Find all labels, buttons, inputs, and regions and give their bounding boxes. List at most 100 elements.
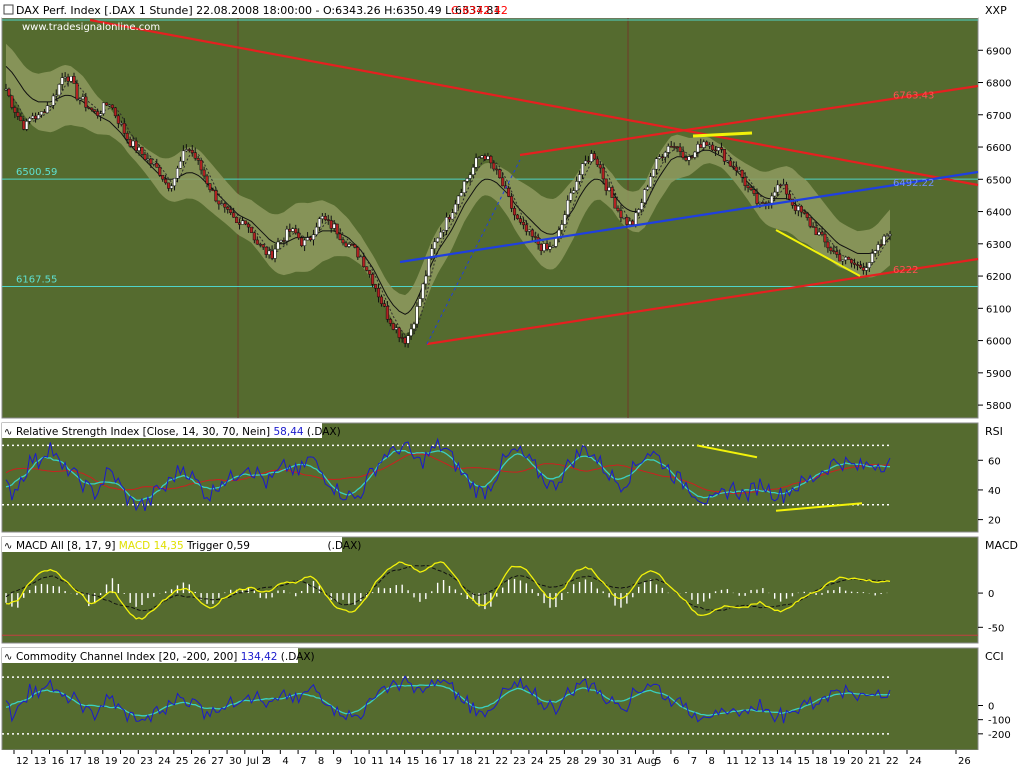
rsi-collapse-icon[interactable]: ∿ [4,427,12,438]
candle-body [477,157,481,159]
time-tick-label: 21 [868,756,881,767]
candle-body [737,170,741,172]
macd-panel-bg[interactable] [1,536,979,644]
price-tick-label: 6400 [986,208,1011,219]
indicator-tick-label: -200 [988,730,1011,741]
price-tick-label: 6600 [986,143,1011,154]
time-tick-label: 16 [424,756,437,767]
time-tick-label: Jul 2 [246,756,269,767]
candle-body [486,156,490,160]
candle-body [418,298,422,307]
candle-body [823,233,827,243]
candle-body [69,76,73,82]
cci-panel-bg[interactable] [1,647,979,751]
candle-body [267,250,271,255]
candle-body [72,76,76,84]
price-candles [4,72,892,348]
candle-body [81,96,85,100]
candle-body [4,88,8,91]
candle-body [637,209,641,214]
macd-collapse-icon[interactable]: ∿ [4,541,12,552]
candle-body [359,256,363,258]
trendline-label-bottom: 6222 [893,265,918,276]
candle-body [332,223,336,229]
annotation-labels: 6500.59 6167.55 6763.43 6492.22 6222 [16,90,934,285]
candle-body [113,107,117,117]
candle-body [882,235,886,245]
time-tick-label: 25 [549,756,562,767]
candle-body [489,156,493,164]
candle-body [666,146,670,153]
candle-body [515,214,520,219]
candle-body [844,256,848,261]
candle-body [699,144,703,148]
time-tick-label: 16 [52,756,65,767]
candle-body [19,116,23,122]
time-axis: 12 13 16 17 18 19 20 23 24 25 26 27 30 Jul 23 4 7 8 9 10 11… [0,750,1024,768]
candle-body [344,242,348,247]
macdf-value: MACDF 13,36 [253,540,324,552]
candle-body [483,155,487,160]
candle-body [356,247,360,258]
candle-body [25,121,29,130]
candle-body [885,235,889,237]
cci-axis-label: CCI [985,650,1004,663]
candle-body [379,296,384,304]
time-tick-label: 24 [531,756,544,767]
candle-body [409,328,413,336]
candle-body [93,109,97,112]
candle-body [264,246,268,255]
candle-body [625,217,629,225]
candle-body [705,141,709,146]
candle-body [524,224,528,232]
time-tick-label: 25 [176,756,189,767]
cci-collapse-icon[interactable]: ∿ [4,652,12,663]
candle-body [459,192,463,197]
candle-body [442,230,446,233]
candle-body [613,197,617,209]
candle-body [870,253,874,263]
candle-body [850,259,854,264]
candle-body [13,107,17,113]
time-tick-label: 17 [442,756,455,767]
candle-body [226,206,230,210]
yellow-divergence-line [775,229,861,277]
candle-body [279,240,283,243]
candle-body [879,244,883,246]
macd-lines [2,561,978,636]
candle-body [28,117,32,122]
candle-body [696,144,700,153]
candle-body [646,186,650,190]
rsi-title-text: Relative Strength Index [Close, 14, 30, … [16,426,270,438]
candle-body [776,184,780,193]
candle-body [436,237,440,243]
candle-body [42,111,46,114]
candle-body [634,212,638,225]
candle-body [255,239,259,245]
candle-body [826,241,830,249]
candle-body [507,187,511,197]
candle-body [740,170,744,178]
candle-body [338,233,342,240]
candle-body [711,144,715,151]
time-tick-label: 30 [602,756,615,767]
macd-header-bg [2,537,342,552]
macd-axis: -50 0 [978,589,1004,634]
time-tick-label: 13 [762,756,775,767]
candle-body [749,187,753,190]
candle-body [421,283,425,299]
candle-body [693,151,697,158]
candle-body [841,259,845,262]
candle-body [376,288,381,298]
rsi-panel-bg[interactable] [1,422,979,533]
candle-body [406,335,410,344]
candle-body [164,178,168,184]
header-bg [2,2,978,18]
candle-body [518,218,522,223]
window-menu-icon[interactable] [3,4,14,15]
candle-body [243,220,248,225]
candle-body [690,156,694,158]
candle-body [385,306,389,320]
time-tick-label: 21 [478,756,491,767]
candle-body [146,158,150,161]
